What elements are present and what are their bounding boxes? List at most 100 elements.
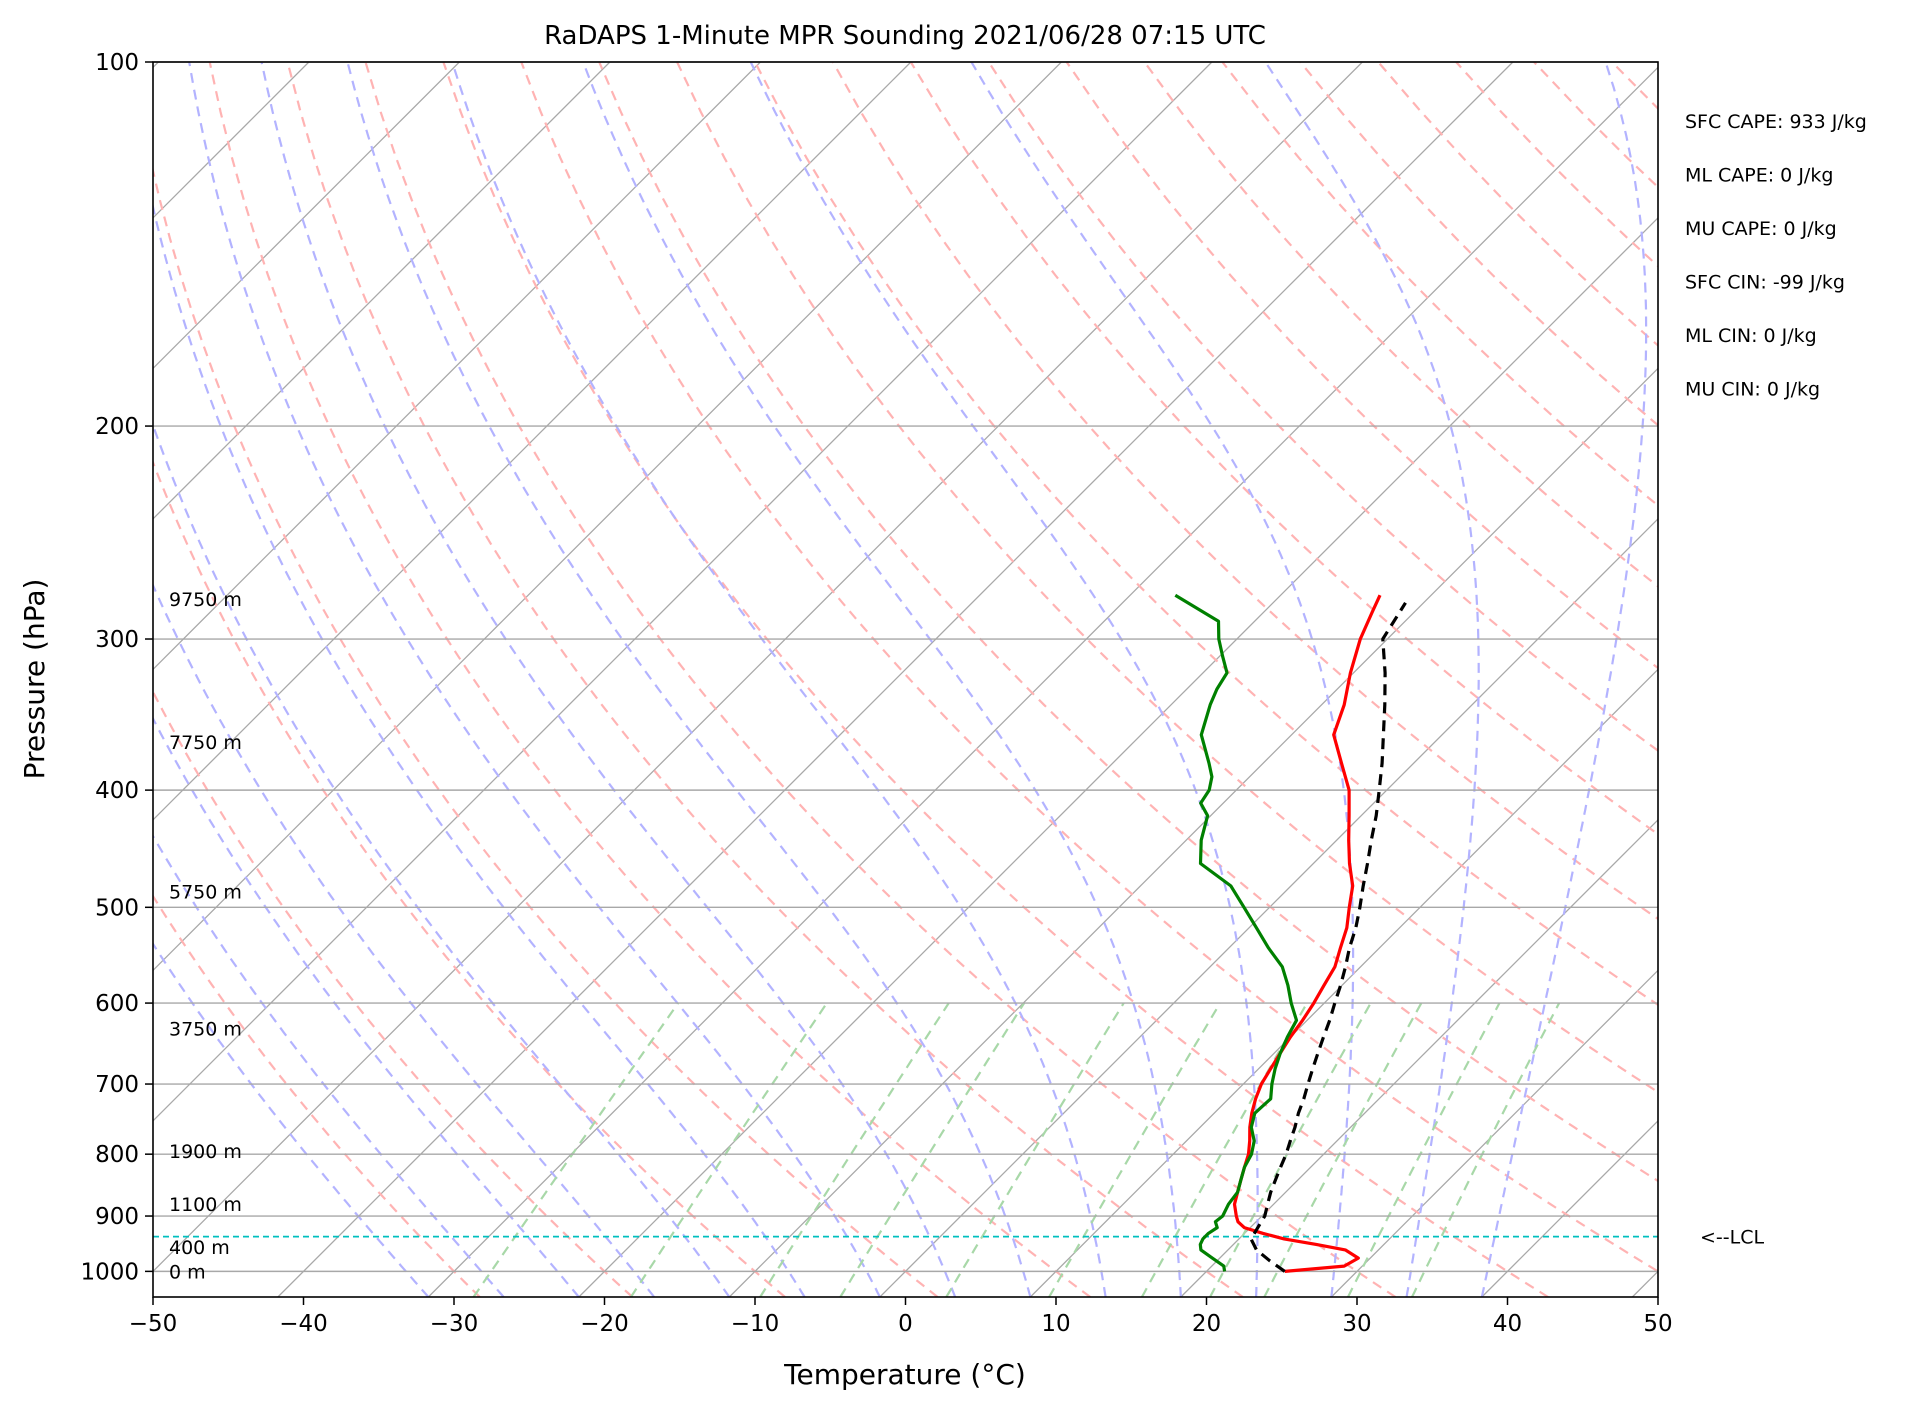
isotherm-line [153, 62, 912, 821]
dry-adiabat-line [208, 62, 1091, 1297]
dry-adiabat-line [1533, 62, 1658, 189]
stability-index-text: SFC CAPE: 933 J/kg [1685, 111, 1867, 133]
mixing-ratio-line [1140, 1002, 1308, 1297]
isotherm-line [1180, 818, 1658, 1297]
moist-adiabat-line [153, 716, 580, 1297]
dry-adiabat-line [1221, 62, 1658, 507]
chart-title: RaDAPS 1-Minute MPR Sounding 2021/06/28 … [544, 21, 1266, 51]
isotherm-line [1631, 1270, 1658, 1297]
isotherm-line [728, 367, 1658, 1297]
isotherm-line [153, 62, 1363, 1273]
dry-adiabat-line [1455, 62, 1658, 268]
height-label: 7750 m [169, 732, 242, 754]
moist-adiabat-line [188, 62, 881, 1297]
isotherm-line [153, 62, 1062, 972]
x-axis-ticks: −50 −40 −30 −20 −10 0 10 20 30 40 50 [129, 1297, 1673, 1337]
moist-adiabat-line [451, 62, 1107, 1297]
moist-adiabat-line [970, 62, 1355, 1297]
dry-adiabat-line [754, 62, 1658, 1007]
lcl-label: <--LCL [1700, 1227, 1764, 1249]
height-label: 1100 m [169, 1194, 242, 1216]
sounding-profiles [153, 593, 1658, 1273]
x-tick-label: −50 [129, 1311, 178, 1337]
dry-adiabat-line [364, 62, 1397, 1297]
isotherm-line [153, 62, 1213, 1122]
moist-adiabat-line [260, 62, 957, 1297]
x-axis-label: Temperature (°C) [783, 1358, 1026, 1391]
moist-adiabat-line [749, 62, 1259, 1297]
dewpoint-profile [1174, 593, 1299, 1272]
dry-adiabat-line [1377, 62, 1658, 347]
dry-adiabat-line [1143, 62, 1658, 588]
mixing-ratio-line [759, 1002, 950, 1297]
pressure-gridlines [153, 61, 1658, 1273]
y-tick-label: 700 [95, 1072, 139, 1098]
isotherm-line [578, 216, 1658, 1297]
x-tick-label: 10 [1041, 1311, 1070, 1337]
isotherm-line [153, 62, 611, 520]
y-tick-label: 800 [95, 1142, 139, 1168]
y-tick-label: 300 [95, 627, 139, 653]
y-tick-label: 900 [95, 1204, 139, 1230]
moist-adiabat-line [153, 941, 430, 1297]
y-tick-label: 400 [95, 778, 139, 804]
dry-adiabat-line [153, 894, 481, 1297]
y-tick-label: 100 [95, 50, 139, 76]
isotherm-line [1029, 668, 1658, 1297]
dry-adiabat-line [153, 459, 786, 1297]
height-label: 400 m [169, 1237, 230, 1259]
stability-indices: SFC CAPE: 933 J/kg ML CAPE: 0 J/kg MU CAPE… [1685, 111, 1867, 401]
moist-adiabat-line [153, 582, 655, 1297]
height-label: 0 m [169, 1261, 206, 1283]
y-tick-label: 600 [95, 991, 139, 1017]
y-axis-ticks: 100 200 300 400 500 600 700 800 900 1000 [80, 50, 153, 1285]
mixing-ratio-line [1263, 1002, 1423, 1297]
isotherm-line [427, 66, 1658, 1297]
mixing-ratio-line [839, 1002, 1026, 1297]
isotherm-line [1330, 969, 1658, 1297]
moist-adiabat-line [1480, 62, 1648, 1297]
height-label: 5750 m [169, 881, 242, 903]
dry-adiabat-line [442, 62, 1549, 1297]
dry-adiabat-line [676, 62, 1658, 1094]
mixing-ratio-line [629, 1002, 828, 1297]
dry-adiabat-line [153, 166, 939, 1297]
stability-index-text: SFC CIN: -99 J/kg [1685, 272, 1845, 294]
height-label: 3750 m [169, 1019, 242, 1041]
stability-index-text: ML CAPE: 0 J/kg [1685, 165, 1833, 187]
isotherm-line [0, 62, 8, 1297]
stability-index-text: MU CAPE: 0 J/kg [1685, 218, 1837, 240]
mixing-ratio-line [1347, 1002, 1501, 1297]
height-label: 1900 m [169, 1141, 242, 1163]
mixing-ratio-line [1048, 1002, 1222, 1297]
dry-adiabat-line [1611, 62, 1658, 111]
dry-adiabat-line [1299, 62, 1658, 427]
moist-adiabat-line [346, 62, 1032, 1297]
dry-adiabat-line [1065, 62, 1658, 670]
background-lines [0, 62, 1658, 1297]
y-tick-label: 1000 [80, 1259, 139, 1285]
stability-index-text: ML CIN: 0 J/kg [1685, 325, 1817, 347]
x-tick-label: 30 [1342, 1311, 1371, 1337]
dry-adiabat-line [153, 689, 634, 1297]
moist-adiabat-line [153, 834, 505, 1297]
x-tick-label: 40 [1493, 1311, 1522, 1337]
x-tick-label: −40 [279, 1311, 328, 1337]
moist-adiabat-line [1264, 62, 1480, 1297]
moist-adiabat-line [153, 202, 806, 1297]
dry-adiabat-line [909, 62, 1658, 836]
moist-adiabat-line [582, 62, 1182, 1297]
isotherm-line [1481, 1119, 1658, 1297]
temperature-profile [1232, 594, 1382, 1273]
isotherm-line [153, 62, 460, 370]
mixing-ratio-line [1411, 1002, 1561, 1297]
y-axis-label: Pressure (hPa) [18, 579, 51, 780]
x-tick-label: −20 [580, 1311, 629, 1337]
moist-adiabat-line [153, 421, 731, 1297]
height-label: 9750 m [169, 589, 242, 611]
y-tick-label: 200 [95, 414, 139, 440]
dry-adiabat-line [831, 62, 1658, 921]
x-tick-label: 0 [898, 1311, 913, 1337]
isotherm-line [277, 62, 1514, 1297]
